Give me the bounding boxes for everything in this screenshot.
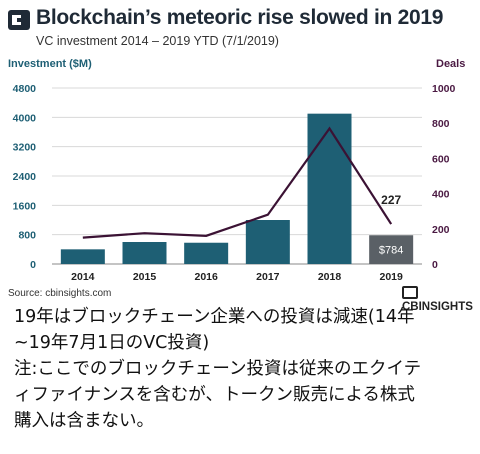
y-tick-label-left: 4800 (13, 83, 37, 95)
caption-line: ~19年7月1日のVC投資) (14, 333, 210, 353)
cbinsights-icon (402, 286, 418, 299)
x-tick-label: 2015 (133, 271, 157, 283)
y-tick-label-right: 200 (432, 224, 450, 236)
caption-line: 19年はブロックチェーン企業への投資は減速(14年 (14, 307, 415, 327)
brand-wordmark: CBINSIGHTS (402, 286, 480, 313)
bar-data-label: $784 (379, 244, 403, 256)
chart-title: Blockchain’s meteoric rise slowed in 201… (36, 6, 444, 29)
y-tick-label-right: 1000 (432, 83, 456, 95)
line-data-label: 227 (381, 193, 401, 207)
y-tick-label-left: 2400 (13, 171, 37, 183)
source-note: Source: cbinsights.com (8, 288, 112, 299)
x-tick-label: 2019 (379, 271, 403, 283)
y-tick-label-right: 400 (432, 189, 450, 201)
caption-text: 19年はブロックチェーン企業への投資は減速(14年 ~19年7月1日のVC投資)… (14, 304, 470, 434)
x-tick-label: 2017 (256, 271, 280, 283)
bar (60, 249, 105, 264)
y-tick-label-left: 800 (18, 230, 36, 242)
bar (245, 220, 290, 264)
y-tick-label-left: 3200 (13, 142, 37, 154)
cbinsights-logo-icon (8, 10, 30, 30)
y-tick-label-left: 0 (30, 259, 36, 271)
x-tick-label: 2014 (71, 271, 95, 283)
chart-subtitle: VC investment 2014 – 2019 YTD (7/1/2019) (36, 34, 279, 48)
x-tick-label: 2016 (194, 271, 218, 283)
y-tick-label-left: 4000 (13, 112, 37, 124)
y-axis-right-label: Deals (436, 58, 466, 70)
bar (122, 242, 167, 264)
bar (307, 113, 352, 265)
brand-text: CBINSIGHTS (402, 301, 473, 313)
y-tick-label-left: 1600 (13, 200, 37, 212)
deals-line (82, 126, 393, 239)
x-tick-label: 2018 (318, 271, 342, 283)
caption-line: 購入は含まない。 (14, 411, 154, 431)
caption-line: ィファイナンスを含むが、トークン販売による株式 (14, 385, 415, 405)
bar (369, 235, 414, 264)
bar (184, 242, 229, 264)
caption-line: 注:ここでのブロックチェーン投資は従来のエクイテ (14, 359, 422, 379)
y-tick-label-right: 0 (432, 259, 438, 271)
combo-chart: 0 800 1600 2400 3200 4000 4800 0 200 400 600 800 100… (13, 83, 456, 283)
y-tick-label-right: 600 (432, 153, 450, 165)
y-axis-left-label: Investment ($M) (8, 58, 92, 70)
y-tick-label-right: 800 (432, 118, 450, 130)
